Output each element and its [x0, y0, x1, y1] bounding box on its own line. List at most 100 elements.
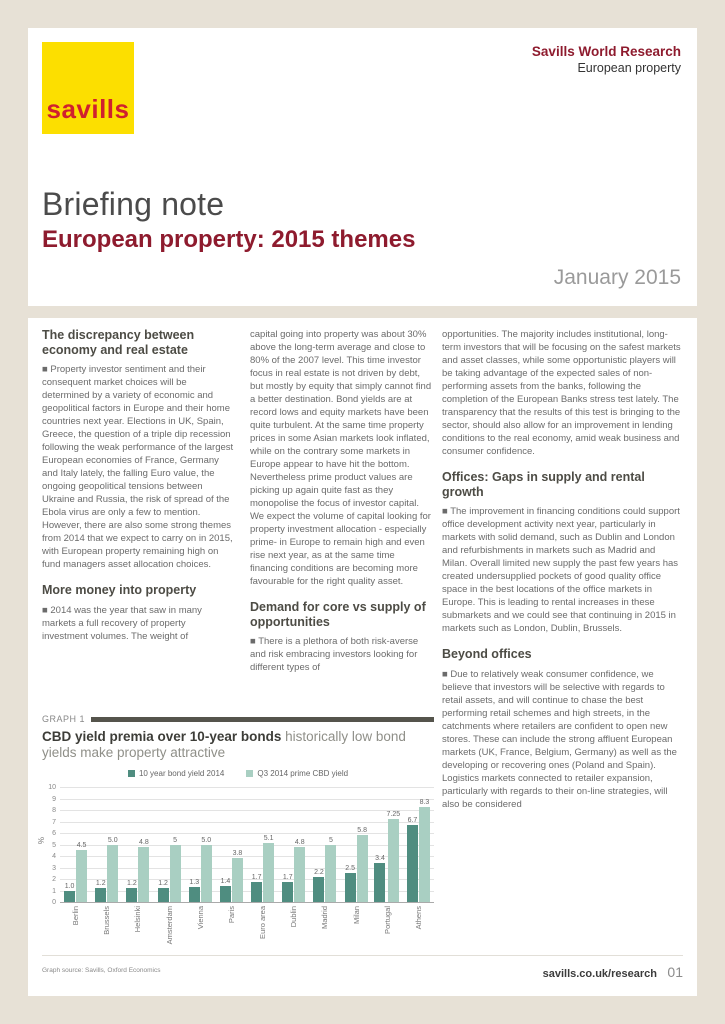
bar-value-label: 3.8: [232, 850, 243, 858]
section-heading: More money into property: [42, 583, 197, 597]
bar-pair: 1.7 4.8: [278, 788, 310, 903]
graph-title-rest: historically low bond yields make proper…: [42, 729, 406, 760]
bar-wrap: 5.0: [200, 788, 212, 902]
gridline: [60, 867, 434, 869]
graph-title-bold: CBD yield premia over 10-year bonds: [42, 729, 282, 744]
bar-wrap: 5: [169, 788, 181, 902]
bar-value-label: 1.4: [220, 877, 231, 885]
x-axis-label: Berlin: [71, 906, 81, 926]
chart-category: 3.4 7.25 Portugal: [371, 788, 403, 961]
chart-bar: [294, 846, 306, 902]
chart-bar: [219, 885, 231, 902]
chart-bar: [282, 882, 294, 902]
x-axis-label: Portugal: [382, 906, 392, 934]
gridline: [60, 798, 434, 800]
bar-pair: 2.5 5.8: [340, 788, 372, 903]
bar-wrap: 1.2: [157, 788, 169, 902]
legend-item: 10 year bond yield 2014: [127, 769, 224, 778]
bar-wrap: 1.4: [219, 788, 231, 902]
section-heading: Demand for core vs supply of opportuniti…: [250, 600, 426, 629]
bar-wrap: 5.8: [356, 788, 368, 902]
bar-pair: 6.7 8.3: [402, 788, 435, 903]
body-paragraph: opportunities. The majority includes ins…: [442, 329, 681, 457]
x-axis-label-cell: Vienna: [185, 903, 216, 961]
bar-wrap: 2.5: [344, 788, 356, 902]
chart-category: 1.7 5.1 Euro area: [247, 788, 279, 961]
research-title: Savills World Research: [531, 44, 681, 59]
chart-bar: [157, 888, 169, 902]
bar-wrap: 4.8: [138, 788, 150, 902]
gridline: [60, 821, 434, 823]
page-footer: savills.co.uk/research 01: [42, 955, 683, 982]
x-axis-label-cell: Berlin: [60, 903, 91, 961]
y-axis: 0 1 2 3 4 5 6 7 8 9 10: [42, 784, 60, 906]
bar-value-label: 1.2: [95, 880, 106, 888]
bar-value-label: 1.7: [282, 874, 293, 882]
bar-wrap: 1.2: [126, 788, 138, 902]
bar-value-label: 1.2: [127, 880, 137, 888]
chart-legend: 10 year bond yield 2014 Q3 2014 prime CBD…: [42, 769, 434, 778]
research-header: Savills World Research European property: [532, 44, 681, 75]
gridline: [60, 787, 434, 788]
y-axis-tick: 3: [52, 864, 56, 872]
bar-wrap: 5.0: [107, 788, 119, 902]
x-axis-label-cell: Helsinki: [122, 903, 153, 961]
chart-bar: [325, 844, 337, 902]
chart-bar: [126, 888, 138, 902]
page-number: 01: [667, 964, 683, 980]
y-axis-tick: 5: [52, 841, 56, 849]
x-axis-label: Amsterdam: [164, 906, 174, 945]
bar-wrap: 4.8: [294, 788, 306, 902]
x-axis-label: Brussels: [102, 906, 112, 935]
y-axis-tick: 1: [52, 887, 56, 895]
chart-bar: [200, 844, 212, 902]
chart-bar: [138, 846, 150, 902]
x-axis-label: Euro area: [258, 906, 268, 939]
bar-value-label: 5.0: [201, 836, 212, 844]
section-heading: The discrepancy between economy and real…: [42, 328, 195, 357]
bar-wrap: 4.5: [76, 788, 88, 902]
x-axis-label: Vienna: [195, 906, 205, 930]
x-axis-label: Dublin: [289, 906, 299, 928]
bar-pair: 2.2 5: [309, 788, 341, 903]
bar-wrap: 5: [325, 788, 337, 902]
bar-value-label: 6.7: [407, 816, 418, 824]
body-paragraph: ■ 2014 was the year that saw in many mar…: [42, 604, 202, 642]
chart-bar: [231, 858, 243, 902]
bar-wrap: 1.0: [64, 788, 76, 902]
bar-pair: 1.2 4.8: [122, 788, 154, 903]
legend-swatch: [127, 770, 135, 777]
page-subtitle: European property: 2015 themes: [42, 226, 416, 253]
text-column-3: opportunities. The majority includes ins…: [442, 328, 683, 823]
x-axis-label-cell: Brussels: [91, 903, 122, 961]
bar-value-label: 1.2: [158, 880, 168, 888]
bar-value-label: 3.4: [375, 854, 385, 862]
section-heading: Offices: Gaps in supply and rental growt…: [442, 470, 645, 499]
x-axis-label-cell: Milan: [341, 903, 372, 961]
bar-wrap: 8.3: [418, 788, 430, 902]
bar-wrap: 1.7: [282, 788, 294, 902]
y-axis-tick: 2: [52, 876, 56, 883]
chart-bar: [169, 844, 181, 902]
bar-value-label: 5: [329, 836, 333, 844]
footer-link[interactable]: savills.co.uk/research: [542, 968, 657, 980]
text-column-2: capital going into property was about 30…: [250, 328, 432, 686]
document-page: savills Savills World Research European …: [28, 28, 697, 996]
body-paragraph: ■ There is a plethora of both risk-avers…: [250, 636, 419, 673]
chart-bar: [95, 888, 107, 902]
gridline: [60, 890, 434, 892]
bar-wrap: 7.25: [386, 788, 400, 902]
savills-logo: savills: [42, 42, 134, 134]
chart-bar: [263, 843, 275, 902]
bar-pair: 1.7 5.1: [247, 788, 279, 903]
chart-grid: [60, 787, 434, 903]
bar-wrap: 3.4: [374, 788, 386, 902]
gridline: [60, 879, 434, 880]
y-axis-tick: 0: [52, 899, 56, 906]
divider-band: [28, 306, 697, 318]
bar-value-label: 4.8: [139, 838, 149, 846]
gridline: [60, 856, 434, 857]
graph-source: Graph source: Savills, Oxford Economics: [42, 967, 161, 974]
legend-swatch: [246, 770, 254, 777]
body-paragraph: ■ The improvement in financing condition…: [442, 506, 680, 634]
